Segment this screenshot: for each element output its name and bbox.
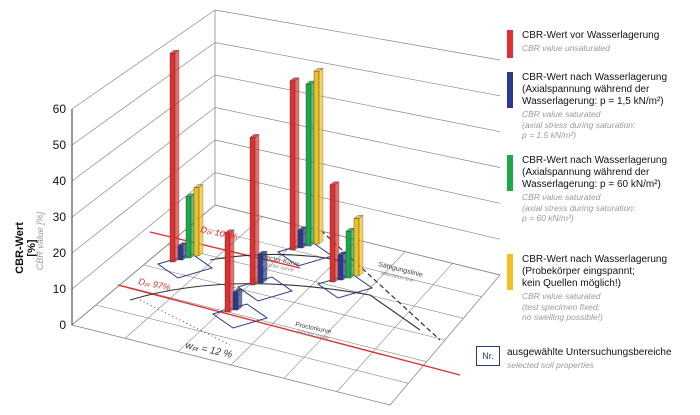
bar-top (257, 250, 268, 255)
y-tick-label: 30 (53, 210, 67, 224)
bar-front (305, 83, 312, 247)
left-wall-gridline (71, 74, 216, 182)
bar-side (294, 77, 300, 251)
selected-region-marker: Nr. (476, 346, 500, 366)
bar-side (198, 184, 204, 257)
y-tick-label: 50 (53, 138, 67, 152)
dpr-bottom-label: Dₚᵣ 97% (138, 276, 172, 293)
bar-side (237, 288, 243, 311)
bar-side (174, 49, 180, 263)
back-wall-gridline (214, 107, 501, 168)
back-wall-gridline (214, 9, 501, 61)
back-wall-gridline (214, 74, 501, 133)
floor-gridline (336, 263, 453, 392)
bar-front (313, 70, 320, 245)
y-tick-label: 10 (53, 282, 67, 296)
legend-swatch-yellow (507, 254, 513, 290)
back-wall-gridline (214, 42, 501, 97)
legend-swatch-blue (507, 72, 513, 108)
bar-top (353, 215, 364, 219)
legend-label: CBR-Wert nach Wasserlagerung (Axialspann… (522, 72, 668, 107)
bar-top (169, 50, 180, 54)
left-wall-gridline (71, 172, 216, 290)
legend-sublabel: CBR value saturated (test specimen fixed… (522, 291, 603, 322)
bar-side (318, 67, 324, 245)
bar-front (169, 53, 176, 263)
chart-walls (71, 9, 501, 326)
y-axis-label-sub: CBR value [%] (35, 211, 45, 271)
y-axis: 0 10 20 30 40 50 60 (53, 102, 73, 332)
bar-top (329, 181, 340, 186)
bar-front (185, 196, 192, 259)
bar-front (337, 254, 344, 281)
y-tick-label: 0 (59, 318, 66, 332)
bar-front (297, 229, 304, 249)
legend-swatch-green (507, 155, 513, 191)
bar-front (224, 232, 231, 313)
back-wall-gridline (214, 172, 501, 240)
bar-front (353, 218, 360, 277)
left-wall-gridline (71, 107, 216, 218)
bar-side (358, 214, 364, 277)
legend-label: CBR-Wert nach Wasserlagerung (Axialspann… (522, 155, 668, 190)
bar-front (289, 80, 296, 251)
bar-top (313, 67, 324, 72)
selected-region-sublabel: selected soil properties (507, 360, 594, 370)
bar-top (289, 77, 300, 82)
bar-top (249, 134, 260, 138)
dpr-top-label: Dₚᵣ 103% (200, 224, 239, 242)
dpr-bottom-line (117, 284, 461, 376)
bar-front (177, 245, 184, 261)
bar-top (193, 184, 204, 188)
bar-top (224, 229, 235, 234)
legend-sublabel: CBR value unsaturated (522, 43, 610, 53)
y-tick-label: 40 (53, 174, 67, 188)
bar-front (193, 187, 200, 257)
y-tick-label: 20 (53, 246, 67, 260)
left-wall-gridline (71, 42, 216, 146)
bar-front (329, 184, 336, 283)
legend-label: CBR-Wert vor Wasserlagerung (522, 30, 660, 41)
w-pr-line (139, 299, 231, 346)
bar-top (232, 288, 243, 293)
left-wall-gridline (71, 139, 216, 254)
left-wall-gridline (71, 9, 216, 110)
floor-outline (71, 204, 501, 406)
legend-sublabel: CBR value saturated (axial stress during… (522, 109, 636, 140)
legend-swatch-red (507, 30, 513, 58)
bar-front (345, 230, 352, 279)
y-tick-label: 60 (53, 102, 67, 116)
bar-front (249, 137, 256, 286)
legend-label: CBR-Wert nach Wasserlagerung (Probekörpe… (522, 254, 668, 289)
back-wall-gridline (214, 139, 501, 204)
bar-front (232, 291, 239, 311)
legend-sublabel: CBR value saturated (axial stress during… (522, 192, 636, 223)
bar-groups (169, 49, 364, 313)
chart-floor (71, 204, 501, 406)
selected-region-label: ausgewählte Untersuchungsbereiche (507, 347, 672, 358)
